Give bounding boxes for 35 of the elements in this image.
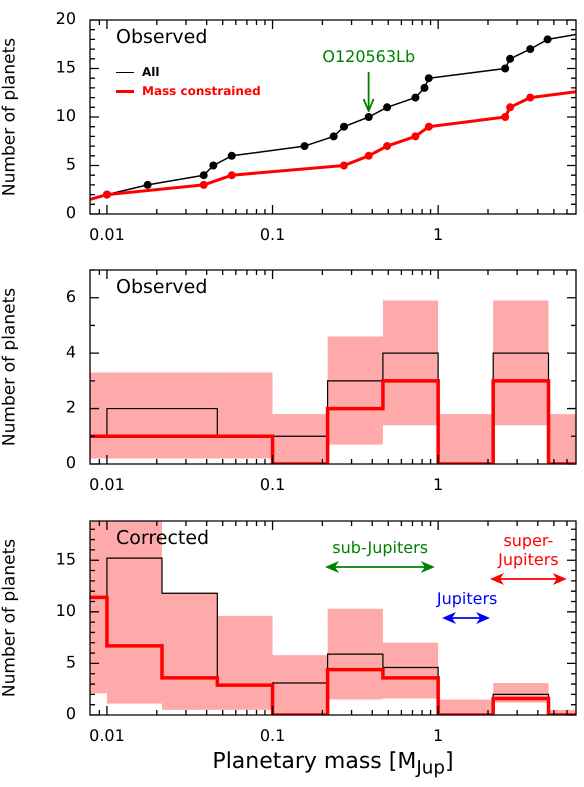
x-tick-label: 0.1 (260, 224, 286, 244)
annotation: Observed (116, 26, 208, 48)
x-tick-label: 0.01 (89, 224, 125, 244)
x-tick-label: 1 (433, 726, 444, 745)
y-axis-title: Number of planets (0, 38, 20, 196)
x-axis-title: Planetary mass [M$_{Jup}$] (211, 749, 455, 778)
y-tick-label: 5 (66, 652, 76, 672)
y-tick-label: 0 (66, 704, 76, 724)
y-tick-label: 15 (56, 549, 76, 568)
x-tick-label: 0.1 (260, 726, 286, 745)
annotation: sub-Jupiters (331, 538, 430, 558)
y-tick-label: 10 (56, 106, 76, 126)
y-tick-label: 0 (66, 203, 76, 222)
annotation: super-Jupiters (496, 530, 560, 569)
legend-label: All (142, 65, 160, 79)
x-tick-label: 1 (433, 224, 444, 244)
y-tick-label: 20 (56, 9, 76, 28)
y-axis-title: Number of planets (0, 288, 20, 446)
annotation: O120563Lb (322, 47, 416, 66)
y-tick-label: 5 (66, 154, 76, 174)
y-tick-label: 15 (56, 58, 76, 77)
y-tick-label: 10 (56, 600, 76, 620)
annotation: Jupiters (436, 588, 498, 608)
y-tick-label: 4 (66, 342, 76, 362)
y-tick-label: 6 (66, 286, 76, 306)
annotation: Corrected (116, 527, 210, 549)
y-axis-title: Number of planets (0, 538, 20, 698)
annotation: Observed (116, 276, 208, 298)
x-tick-label: 0.01 (89, 726, 125, 745)
x-tick-label: 0.1 (260, 474, 286, 494)
y-tick-label: 0 (66, 453, 76, 472)
x-tick-label: 1 (433, 474, 444, 494)
x-tick-label: 0.01 (89, 474, 125, 494)
y-tick-label: 2 (66, 398, 76, 417)
legend-label: Mass constrained (142, 84, 261, 98)
